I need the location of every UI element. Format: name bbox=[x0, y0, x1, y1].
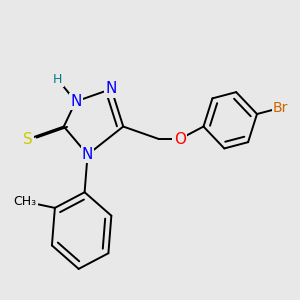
Text: CH₃: CH₃ bbox=[14, 195, 37, 208]
Text: N: N bbox=[70, 94, 81, 109]
Text: H: H bbox=[53, 73, 62, 86]
Text: O: O bbox=[174, 131, 186, 146]
Text: N: N bbox=[82, 147, 93, 162]
Text: S: S bbox=[23, 131, 33, 146]
Text: N: N bbox=[106, 82, 117, 97]
Text: Br: Br bbox=[273, 101, 289, 115]
